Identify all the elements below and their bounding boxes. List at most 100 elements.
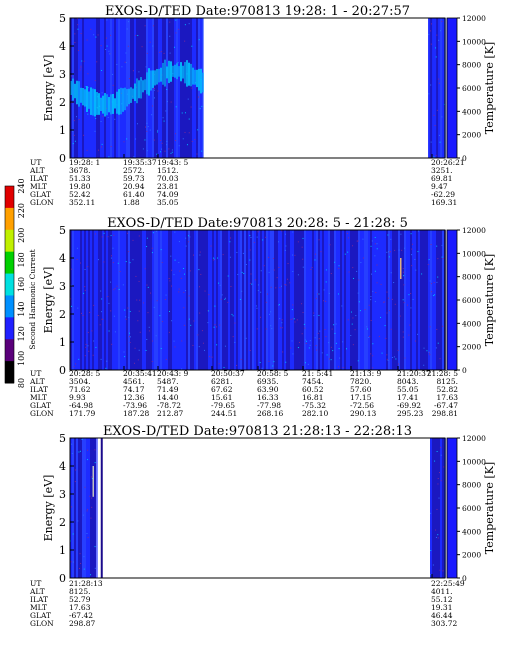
data-speckle — [102, 115, 104, 117]
data-speckle — [261, 367, 263, 369]
colorbar-segment — [5, 361, 14, 384]
data-column — [158, 230, 160, 370]
data-speckle — [95, 36, 97, 38]
data-column — [306, 230, 308, 370]
chart-title: EXOS-D/TED Date:970813 19:28: 1 - 20:27:… — [105, 4, 410, 19]
data-column — [226, 230, 228, 370]
data-speckle — [415, 269, 417, 271]
data-speckle — [110, 146, 112, 148]
data-speckle — [366, 328, 368, 330]
y2-tick-label: 10000 — [462, 457, 486, 466]
data-speckle — [175, 32, 177, 34]
data-speckle — [433, 114, 435, 116]
data-column — [128, 18, 130, 158]
data-column — [180, 62, 182, 82]
data-speckle — [87, 449, 89, 451]
data-column — [422, 230, 424, 370]
data-speckle — [404, 357, 406, 359]
data-speckle — [282, 351, 284, 353]
data-speckle — [168, 278, 170, 280]
orbit-value: 67.62 — [211, 385, 233, 394]
data-column — [390, 230, 392, 370]
data-speckle — [403, 284, 405, 286]
data-speckle — [421, 273, 423, 275]
data-speckle — [112, 73, 114, 75]
data-speckle — [229, 256, 231, 258]
data-speckle — [173, 46, 175, 48]
colorbar-tick-label: 180 — [17, 252, 26, 267]
data-speckle — [218, 282, 220, 284]
row-label: MLT — [30, 603, 47, 612]
data-speckle — [138, 310, 140, 312]
data-speckle — [93, 340, 95, 342]
data-speckle — [88, 350, 90, 352]
data-speckle — [351, 323, 353, 325]
data-speckle — [77, 24, 79, 26]
data-speckle — [83, 134, 85, 136]
data-speckle — [429, 280, 431, 282]
data-speckle — [201, 330, 203, 332]
data-speckle — [356, 240, 358, 242]
data-speckle — [165, 110, 167, 112]
data-column — [84, 89, 86, 107]
data-speckle — [352, 267, 354, 269]
row-label: GLAT — [30, 611, 51, 620]
data-speckle — [81, 438, 83, 440]
data-speckle — [386, 358, 388, 360]
data-speckle — [378, 335, 380, 337]
data-speckle — [87, 331, 89, 333]
data-speckle — [435, 536, 437, 538]
data-column — [166, 18, 168, 158]
data-speckle — [110, 34, 112, 36]
data-column — [170, 230, 172, 370]
data-speckle — [292, 304, 294, 306]
y-tick-label: 4 — [59, 252, 66, 265]
data-speckle — [317, 293, 319, 295]
data-column — [172, 65, 174, 77]
data-speckle — [87, 345, 89, 347]
data-speckle — [99, 324, 101, 326]
data-speckle — [328, 342, 330, 344]
data-speckle — [125, 62, 127, 64]
data-speckle — [83, 292, 85, 294]
data-column — [128, 230, 130, 370]
data-speckle — [150, 292, 152, 294]
data-speckle — [169, 280, 171, 282]
data-speckle — [161, 148, 163, 150]
y-tick-label: 0 — [59, 364, 66, 377]
data-speckle — [220, 298, 222, 300]
orbit-value: 17.41 — [397, 393, 418, 402]
data-speckle — [108, 330, 110, 332]
data-speckle — [153, 89, 155, 91]
data-speckle — [135, 34, 137, 36]
data-column — [80, 230, 82, 370]
y2-tick-label: 2000 — [462, 131, 481, 140]
y2-tick-label: 8000 — [462, 481, 481, 490]
data-speckle — [428, 93, 430, 95]
data-column — [88, 91, 90, 109]
colorbar-label: Second Harmonic Current — [28, 249, 37, 349]
data-speckle — [103, 261, 105, 263]
data-column — [154, 70, 156, 86]
data-column — [92, 438, 94, 578]
data-speckle — [268, 360, 270, 362]
data-column — [418, 230, 420, 370]
data-column — [242, 230, 244, 370]
data-speckle — [433, 295, 435, 297]
data-speckle — [304, 362, 306, 364]
data-column — [410, 230, 412, 370]
data-speckle — [146, 130, 148, 132]
data-speckle — [91, 506, 93, 508]
data-speckle — [370, 319, 372, 321]
data-speckle — [84, 286, 86, 288]
data-column — [364, 230, 366, 370]
data-column — [140, 230, 142, 370]
data-speckle — [109, 53, 111, 55]
data-speckle — [292, 270, 294, 272]
data-speckle — [80, 563, 82, 565]
data-speckle — [309, 340, 311, 342]
data-column — [84, 438, 86, 578]
data-column — [100, 97, 102, 112]
data-speckle — [86, 510, 88, 512]
data-column — [176, 18, 178, 158]
